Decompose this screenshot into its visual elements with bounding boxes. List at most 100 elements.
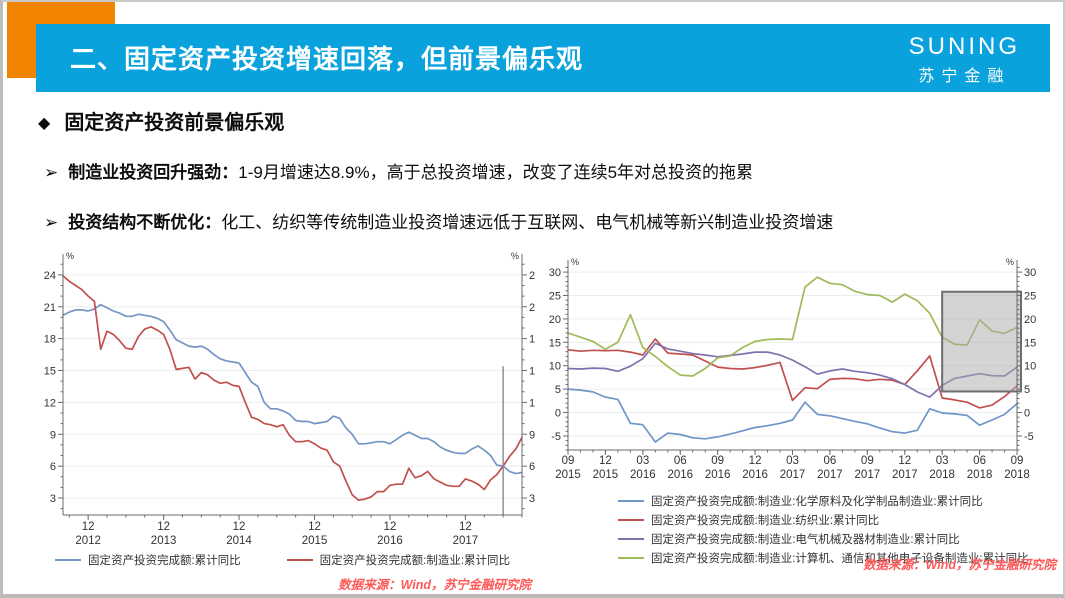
svg-text:6: 6 (50, 461, 56, 473)
chart-total-vs-manufacturing: 3 3 6 6 9 9 12 12 15 15 18 18 21 21 24 24%% 12 2012 12 2013… (30, 250, 535, 595)
legend-item: 固定资产投资完成额:制造业:纺织业:累计同比 (618, 512, 1060, 528)
legend-line-swatch (618, 519, 644, 521)
svg-text:%: % (66, 251, 74, 261)
svg-text:2017: 2017 (817, 469, 843, 481)
svg-text:2017: 2017 (892, 469, 918, 481)
header-banner: 二、固定资产投资增速回落，但前景偏乐观 SUNING 苏宁金融 (36, 24, 1050, 92)
svg-text:21: 21 (44, 302, 56, 314)
suning-logo-cn: 苏宁金融 (918, 68, 1011, 85)
svg-text:0: 0 (555, 408, 561, 420)
svg-text:2015: 2015 (302, 535, 328, 547)
svg-text:9: 9 (529, 429, 535, 441)
bullet-2-text: 化工、纺织等传统制造业投资增速远低于互联网、电气机械等新兴制造业投资增速 (221, 213, 834, 232)
svg-text:15: 15 (529, 366, 535, 378)
legend-label: 固定资产投资完成额:累计同比 (87, 555, 241, 567)
legend-item: 固定资产投资完成额:制造业:电气机械及器材制造业:累计同比 (618, 531, 1060, 547)
legend-item: 固定资产投资完成额:累计同比 (54, 552, 241, 568)
svg-text:12: 12 (749, 455, 762, 467)
svg-text:12: 12 (44, 397, 56, 409)
svg-text:2015: 2015 (555, 469, 581, 481)
suning-logo-en: SUNING (908, 33, 1020, 60)
legend-label: 固定资产投资完成额:制造业:计算机、通信和其他电子设备制造业:累计同比 (651, 553, 1029, 565)
svg-text:03: 03 (936, 455, 949, 467)
svg-text:24: 24 (529, 270, 535, 282)
svg-text:2013: 2013 (151, 535, 177, 547)
suning-logo: SUNING 苏宁金融 (909, 33, 1020, 86)
svg-text:2018: 2018 (967, 469, 993, 481)
svg-text:06: 06 (824, 455, 837, 467)
svg-text:12: 12 (459, 521, 472, 533)
svg-text:18: 18 (529, 334, 535, 346)
legend-label: 固定资产投资完成额:制造业:累计同比 (319, 555, 511, 567)
left-chart-legend: 固定资产投资完成额:累计同比 固定资产投资完成额:制造业:累计同比 (30, 552, 535, 568)
svg-text:20: 20 (549, 314, 561, 326)
svg-text:09: 09 (711, 455, 724, 467)
svg-text:12: 12 (308, 521, 321, 533)
legend-item: 固定资产投资完成额:制造业:化学原料及化学制品制造业:累计同比 (618, 493, 1060, 509)
svg-text:12: 12 (898, 455, 911, 467)
svg-text:2017: 2017 (453, 535, 479, 547)
legend-line-swatch (618, 557, 644, 559)
right-chart-source-note: 数据来源：Wind，苏宁金融研究院 (863, 558, 1056, 572)
svg-text:10: 10 (549, 361, 561, 373)
svg-text:15: 15 (44, 366, 56, 378)
svg-text:2018: 2018 (1004, 469, 1030, 481)
svg-text:24: 24 (44, 270, 56, 282)
left-chart-plot: 3 3 6 6 9 9 12 12 15 15 18 18 21 21 24 24%% 12 2012 12 2013… (44, 251, 535, 547)
legend-label: 固定资产投资完成额:制造业:化学原料及化学制品制造业:累计同比 (651, 496, 983, 508)
svg-text:06: 06 (973, 455, 986, 467)
svg-text:3: 3 (529, 493, 535, 505)
right-chart-legend: 固定资产投资完成额:制造业:化学原料及化学制品制造业:累计同比 固定资产投资完成额… (618, 493, 1060, 566)
svg-text:%: % (511, 251, 519, 261)
svg-text:12: 12 (82, 521, 95, 533)
arrow-bullet-icon: ➢ (44, 163, 59, 182)
bullet-1-lead: 制造业投资回升强劲： (68, 163, 239, 182)
svg-text:5: 5 (1024, 384, 1030, 396)
section-heading: ◆ 固定资产投资前景偏乐观 (38, 106, 284, 135)
svg-text:15: 15 (1024, 337, 1036, 349)
bullet-2-lead: 投资结构不断优化： (68, 213, 222, 232)
legend-line-swatch (286, 559, 313, 561)
svg-text:09: 09 (562, 455, 575, 467)
svg-text:2016: 2016 (667, 469, 693, 481)
svg-text:5: 5 (555, 384, 561, 396)
svg-text:2014: 2014 (226, 535, 252, 547)
svg-text:12: 12 (599, 455, 612, 467)
svg-text:12: 12 (157, 521, 170, 533)
svg-text:2018: 2018 (929, 469, 955, 481)
arrow-bullet-icon: ➢ (44, 213, 59, 232)
svg-text:12: 12 (384, 521, 397, 533)
svg-text:2016: 2016 (742, 469, 768, 481)
legend-item: 固定资产投资完成额:制造业:计算机、通信和其他电子设备制造业:累计同比 (618, 550, 1060, 566)
bullet-point-2: ➢ 投资结构不断优化：化工、纺织等传统制造业投资增速远低于互联网、电气机械等新兴制… (44, 208, 1034, 233)
svg-text:-5: -5 (1024, 431, 1034, 443)
bullet-point-1: ➢ 制造业投资回升强劲：1-9月增速达8.9%，高于总投资增速，改变了连续5年对总… (44, 158, 1034, 183)
svg-text:-5: -5 (551, 431, 561, 443)
svg-text:09: 09 (861, 455, 874, 467)
svg-text:03: 03 (786, 455, 799, 467)
svg-text:21: 21 (529, 302, 535, 314)
legend-line-swatch (618, 538, 644, 540)
legend-item: 固定资产投资完成额:制造业:累计同比 (286, 552, 511, 568)
svg-text:03: 03 (636, 455, 649, 467)
diamond-bullet-icon: ◆ (38, 115, 51, 132)
svg-text:2017: 2017 (780, 469, 806, 481)
svg-text:9: 9 (50, 429, 56, 441)
svg-text:20: 20 (1024, 314, 1036, 326)
svg-text:12: 12 (529, 397, 535, 409)
left-chart-source-note: 数据来源：Wind，苏宁金融研究院 (338, 578, 531, 592)
svg-text:12: 12 (233, 521, 246, 533)
svg-text:6: 6 (529, 461, 535, 473)
svg-text:2016: 2016 (705, 469, 731, 481)
svg-text:18: 18 (44, 334, 56, 346)
right-chart-plot: -5 -5 0 0 5 5 10 10 15 15 20 20 25 25 30 30% % 09 2015 12 20… (549, 257, 1037, 481)
legend-line-swatch (54, 559, 81, 561)
svg-text:3: 3 (50, 493, 56, 505)
svg-text:06: 06 (674, 455, 687, 467)
svg-text:%: % (1006, 257, 1014, 267)
svg-text:09: 09 (1011, 455, 1024, 467)
legend-label: 固定资产投资完成额:制造业:电气机械及器材制造业:累计同比 (651, 534, 960, 546)
chart-manufacturing-subsectors: -5 -5 0 0 5 5 10 10 15 15 20 20 25 25 30 30%% 09 2015 12 20… (540, 250, 1060, 595)
svg-text:%: % (571, 257, 579, 267)
